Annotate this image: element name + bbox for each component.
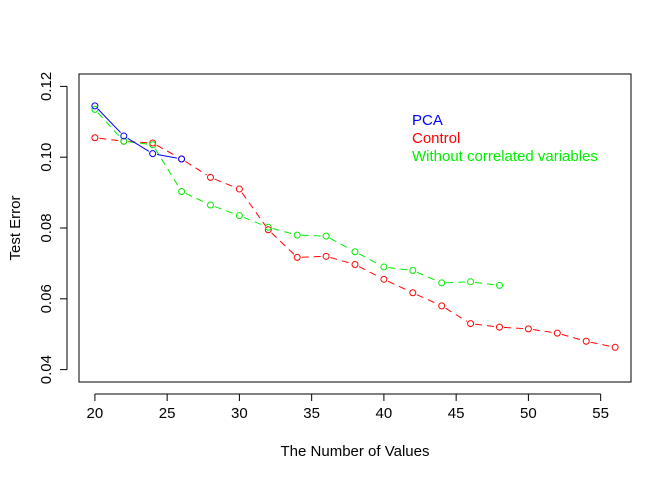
series-segment: [590, 341, 611, 347]
data-point: [322, 232, 330, 240]
data-point: [293, 253, 301, 261]
data-point: [611, 343, 619, 351]
x-tick-label: 45: [448, 405, 465, 422]
y-tick-label: 0.06: [38, 284, 55, 313]
data-point: [380, 275, 388, 283]
series-segment: [416, 294, 438, 305]
data-point: [178, 188, 186, 196]
series-segment: [387, 280, 409, 292]
series-segment: [388, 266, 409, 271]
series-without-correlated-variables: [91, 105, 504, 289]
plot-frame: [78, 73, 632, 383]
data-point: [206, 201, 214, 209]
data-point: [322, 252, 330, 260]
data-point: [524, 325, 532, 333]
x-tick-label: 40: [376, 405, 393, 422]
data-point: [467, 320, 475, 328]
data-point: [438, 279, 446, 287]
series-segment: [243, 216, 265, 227]
series-segment: [301, 234, 322, 237]
series-segment: [97, 108, 122, 134]
series-segment: [301, 255, 322, 258]
data-point: [496, 323, 504, 331]
series-segment: [241, 192, 267, 227]
data-point: [467, 278, 475, 286]
data-point: [120, 137, 128, 145]
series-segment: [214, 206, 236, 215]
series-segment: [271, 232, 295, 255]
series-segment: [154, 148, 180, 188]
data-point: [582, 337, 590, 345]
data-point: [409, 289, 417, 297]
series-segment: [127, 137, 150, 152]
data-point: [553, 329, 561, 337]
series-segment: [157, 153, 178, 159]
series-control: [91, 134, 619, 351]
series-segment: [503, 326, 524, 330]
series-segment: [475, 281, 496, 286]
data-point: [438, 302, 446, 310]
x-tick-label: 50: [520, 405, 537, 422]
x-tick-label: 25: [159, 405, 176, 422]
legend-entry: Control: [412, 130, 460, 147]
x-axis: 20 25 30 35 40 45 50 55: [87, 393, 609, 422]
y-tick-label: 0.08: [38, 213, 55, 242]
series-segment: [330, 257, 351, 264]
series-segment: [358, 253, 381, 266]
data-point: [149, 150, 157, 158]
series-segment: [561, 333, 583, 341]
data-point: [235, 212, 243, 220]
data-point: [91, 102, 99, 110]
legend-entry: PCA: [412, 112, 443, 129]
series-segment: [185, 192, 207, 204]
series-segment: [128, 141, 149, 145]
x-tick-label: 30: [231, 405, 248, 422]
y-tick-label: 0.04: [38, 355, 55, 384]
series-layer: [91, 102, 619, 351]
x-axis-title: The Number of Values: [281, 443, 430, 460]
data-point: [178, 155, 186, 163]
series-segment: [185, 160, 207, 176]
data-point: [351, 260, 359, 268]
series-segment: [475, 323, 496, 328]
data-point: [235, 185, 243, 193]
data-point: [91, 134, 99, 142]
series-segment: [156, 144, 178, 158]
series-segment: [358, 266, 381, 278]
series-segment: [446, 281, 467, 284]
series-pca: [91, 102, 186, 163]
series-segment: [445, 307, 468, 322]
data-point: [380, 263, 388, 271]
data-point: [293, 231, 301, 239]
series-segment: [532, 329, 553, 333]
x-tick-label: 55: [592, 405, 609, 422]
x-tick-label: 20: [87, 405, 104, 422]
x-tick-label: 35: [303, 405, 320, 422]
y-tick-label: 0.12: [38, 72, 55, 101]
data-point: [351, 248, 359, 256]
series-segment: [416, 271, 438, 282]
series-segment: [97, 112, 122, 139]
data-point: [206, 173, 214, 181]
data-point: [409, 266, 417, 274]
data-point: [496, 281, 504, 289]
series-segment: [214, 178, 236, 188]
data-point: [149, 141, 157, 149]
y-tick-label: 0.10: [38, 143, 55, 172]
series-segment: [329, 237, 352, 251]
legend-entry: Without correlated variables: [412, 148, 598, 165]
data-point: [120, 132, 128, 140]
y-axis-title: Test Error: [7, 195, 24, 260]
series-segment: [99, 137, 120, 142]
data-point: [264, 226, 272, 234]
y-axis: 0.04 0.06 0.08 0.10 0.12: [38, 72, 68, 384]
data-point: [264, 223, 272, 231]
series-segment: [272, 227, 293, 235]
